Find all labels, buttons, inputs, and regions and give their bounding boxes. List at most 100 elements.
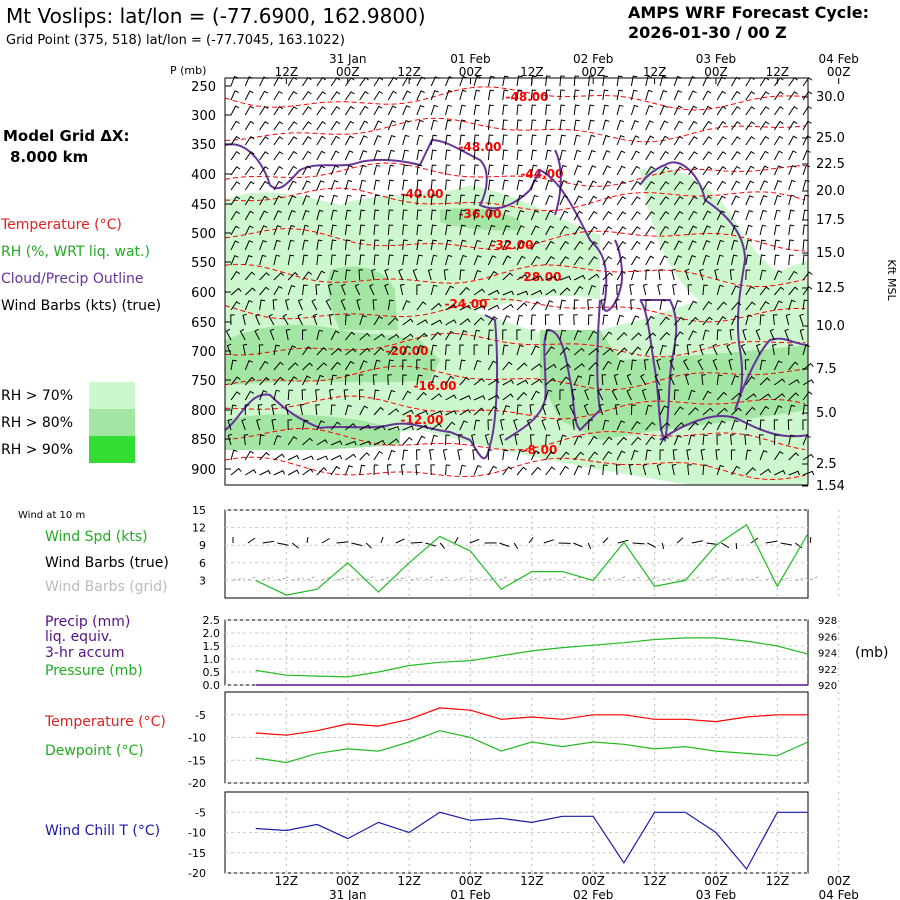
wind-barb [302, 362, 313, 371]
wind-barb [473, 239, 482, 251]
wind-barb [473, 119, 480, 131]
wind-barb [702, 180, 712, 191]
wind-barb [344, 465, 353, 476]
wind-barb [731, 195, 740, 206]
wind-barb [473, 194, 480, 206]
kft-tick-label: 22.5 [816, 157, 845, 172]
wind-barb [788, 452, 799, 461]
wind-barb [657, 389, 663, 401]
temp-ytick-label: -15 [188, 754, 206, 767]
wind-barb [459, 464, 467, 476]
wind-barb [230, 376, 241, 386]
wind10-barb-grid [336, 576, 348, 581]
wind-barb [642, 283, 648, 296]
wind-barb [673, 435, 682, 446]
wind-barb [412, 268, 418, 281]
wind-barb [744, 359, 750, 371]
wind-barb [459, 359, 466, 371]
wind-barb [502, 290, 514, 296]
wind-barb [373, 209, 380, 221]
wind-barb [273, 105, 283, 116]
wind-barb [531, 275, 543, 281]
wind-barb [545, 240, 555, 251]
wind-barb [402, 239, 408, 251]
wind-barb [316, 254, 323, 266]
wind-barb [225, 328, 232, 341]
wind-barb [473, 288, 485, 296]
wind-barb [430, 209, 437, 221]
wind-barb [745, 239, 753, 251]
wind-barb [302, 271, 312, 281]
wind-barb [387, 408, 400, 416]
wind-barb [459, 104, 466, 116]
precip-ytick-label: 1.5 [203, 640, 221, 653]
wind-barb [226, 343, 232, 356]
wind-barb [273, 361, 284, 371]
wind-barb [583, 403, 589, 416]
kft-axis-label: Kft MSL [885, 259, 898, 301]
wind-barb [287, 419, 293, 431]
wind-barb [516, 344, 524, 356]
wind-barb [316, 121, 326, 131]
wind-barb [430, 393, 442, 401]
wind10-barb-grid [662, 577, 674, 581]
wind-barb [774, 393, 786, 401]
wind-barb [759, 150, 769, 161]
wind-barb [344, 179, 353, 191]
wind-barb [458, 434, 463, 446]
bottom-hour-label: 00Z [336, 874, 360, 888]
wind-barb [630, 299, 635, 311]
wind-barb [702, 120, 712, 131]
wind-barb [530, 301, 541, 311]
wind-barb [330, 440, 343, 446]
wind-barb [545, 134, 552, 146]
wind-barb [287, 224, 296, 236]
wind-barb [502, 240, 511, 251]
wind-barb [272, 299, 278, 311]
wind10-barb-true [661, 542, 665, 550]
wind-barb [388, 438, 400, 446]
wind-barb [416, 194, 422, 206]
wind-barb [316, 270, 326, 281]
legend-temperature: Temperature (°C) [1, 217, 122, 233]
wind-barb [530, 194, 539, 206]
grid-point-subtitle: Grid Point (375, 518) lat/lon = (-77.704… [6, 33, 345, 48]
wind-barb [697, 358, 704, 371]
wind-barb [516, 362, 528, 371]
wind10-barb-true [306, 536, 309, 544]
kft-tick-label: 7.5 [816, 362, 837, 377]
wind-barb [686, 449, 691, 461]
wind-barb [330, 465, 341, 476]
wind-barb [327, 283, 333, 296]
wind-barb [287, 180, 297, 191]
wind-barb [588, 149, 596, 161]
pressure-tick-label: 600 [191, 286, 216, 301]
top-hour-label: 00Z [827, 65, 851, 79]
upper-panel-frame [224, 77, 809, 486]
wind-barb [573, 330, 582, 341]
wind10-barb-grid [706, 576, 718, 581]
kft-tick-label: 30.0 [816, 90, 845, 105]
wind-barb [345, 453, 357, 461]
wind-barb [616, 436, 628, 446]
wind-barb [659, 211, 670, 221]
wind10-barb-grid [351, 577, 363, 581]
wind-barb [473, 269, 482, 281]
wind-barb [773, 450, 784, 461]
wind10-barb-grid [750, 575, 761, 581]
wind-barb [287, 90, 298, 101]
wind-barb [259, 90, 269, 101]
wind-barb [541, 418, 547, 431]
kft-tick-label: 10.0 [816, 319, 845, 334]
wind-barb [373, 120, 383, 131]
wind-barb [359, 254, 365, 266]
wind-barb [716, 120, 727, 131]
wind-barb [330, 179, 339, 191]
wind-barb [631, 436, 642, 446]
wind-barb [373, 389, 380, 401]
wind-barb [256, 418, 261, 431]
wind-barb [731, 76, 741, 87]
wind-barb [545, 346, 555, 356]
wind-barb [302, 224, 310, 236]
wind-barb [445, 319, 457, 326]
